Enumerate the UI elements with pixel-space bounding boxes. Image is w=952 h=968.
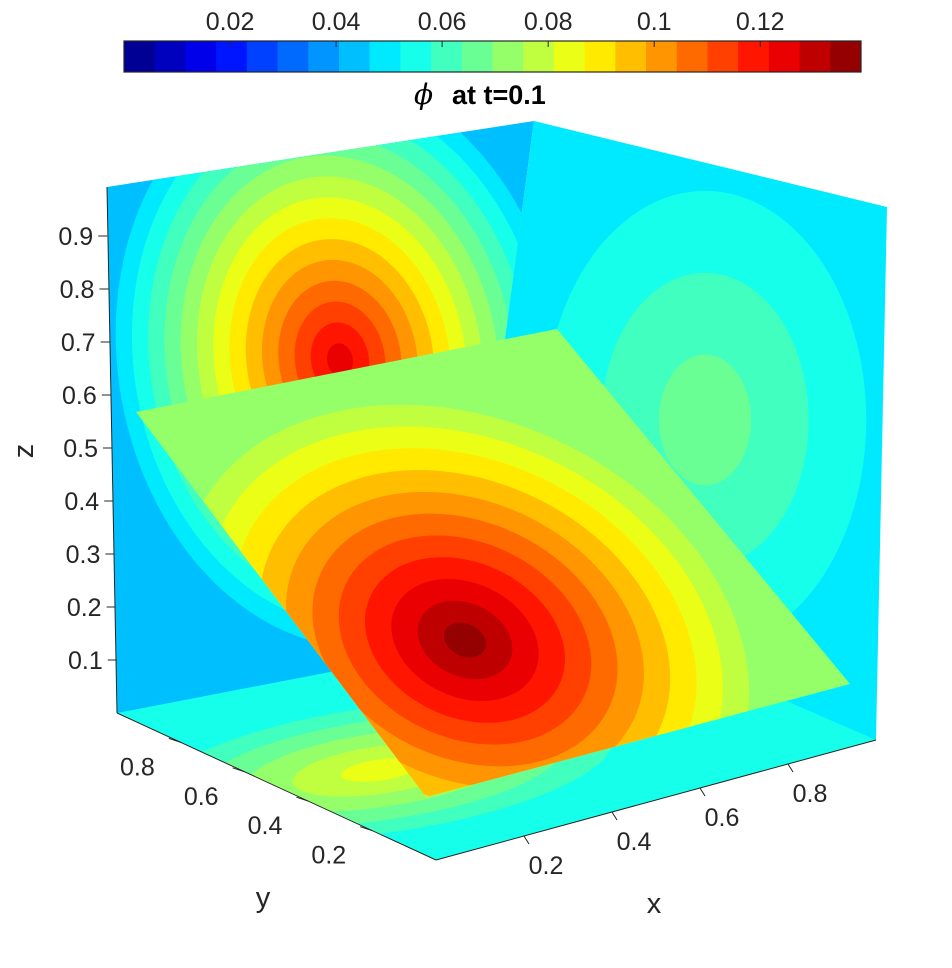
z-axis-tick-label: 0.5 [63,435,98,463]
colorbar-cell [124,41,156,72]
colorbar-cell [707,41,739,72]
x-axis-tick-label: 0.8 [793,780,828,808]
contour-band [658,354,752,486]
x-axis-tick [611,811,618,821]
y-axis-tick [168,737,181,743]
colorbar-cell [768,41,801,72]
z-axis-tick-label: 0.4 [64,488,99,516]
z-axis-label: z [8,444,40,459]
colorbar-cell [308,41,340,72]
colorbar-tick-label: 0.04 [312,8,361,36]
plot-area: 0.10.20.30.40.50.60.70.80.9 z 0.20.40.60… [8,121,887,920]
z-axis-tick-label: 0.3 [66,541,101,569]
x-axis-label: x [647,888,662,920]
z-axis-tick-label: 0.9 [58,223,93,251]
y-axis-tick-label: 0.6 [184,783,219,811]
z-axis-tick-label: 0.1 [68,647,103,675]
colorbar-tick-label: 0.08 [524,8,573,36]
colorbar-cell [185,41,217,72]
x-axis-tick-label: 0.2 [529,852,564,880]
contour-band [326,343,354,377]
colorbar-cell [830,41,861,72]
colorbar-cell [154,41,187,72]
colorbar-cell [492,41,524,72]
colorbar-cell [277,41,309,72]
colorbar-cell [615,41,647,72]
colorbar-cell [553,41,586,72]
title-symbol: ϕ [414,78,433,111]
z-axis-tick-label: 0.6 [62,382,97,410]
y-axis-tick-label: 0.4 [248,812,283,840]
z-axis-tick-label: 0.8 [60,276,95,304]
colorbar-tick-label: 0.06 [418,8,467,36]
colorbar-tick-label: 0.1 [637,8,672,36]
colorbar-cell [216,41,248,72]
colorbar-cell [461,41,494,72]
y-axis-tick [296,796,309,802]
x-axis-tick [787,763,794,773]
x-axis-tick [523,835,530,845]
z-axis: 0.1 0.2 0.3 0.4 0.5 0.6 0.7 0.8 0.9 z [8,186,118,714]
colorbar-tick-label: 0.12 [736,8,785,36]
y-axis-label: y [256,882,271,914]
colorbar-cell [369,41,401,72]
colorbar-cell [738,41,770,72]
title-text: at t=0.1 [452,80,546,110]
x-axis-tick-label: 0.4 [617,828,652,856]
z-axis-tick-label: 0.7 [61,329,96,357]
y-axis: 0.2 0.4 0.6 0.8 y [116,712,437,914]
y-axis-tick-label: 0.2 [311,842,346,870]
y-axis-tick [360,826,373,832]
colorbar-cell [646,41,678,72]
x-axis-tick-label: 0.6 [705,804,740,832]
x-axis: 0.2 0.4 0.6 0.8 x [435,739,877,920]
x-axis-tick [699,787,706,797]
colorbar: 0.02 0.04 0.06 0.08 0.1 0.12 [123,8,862,73]
contour-band [443,622,487,658]
colorbar-cell [431,41,463,72]
chart-title: ϕ at t=0.1 [414,78,546,111]
colorbar-tick-label: 0.02 [206,8,255,36]
z-axis-tick-label: 0.2 [67,594,102,622]
contour-band [341,758,419,782]
y-axis-tick-label: 0.8 [120,753,155,781]
colorbar-cell [584,41,616,72]
colorbar-cell [799,41,831,72]
colorbar-cell [676,41,709,72]
colorbar-cell [523,41,555,72]
colorbar-cell [246,41,279,72]
colorbar-cell [400,41,432,72]
colorbar-cell [338,41,371,72]
y-axis-tick [232,767,245,773]
